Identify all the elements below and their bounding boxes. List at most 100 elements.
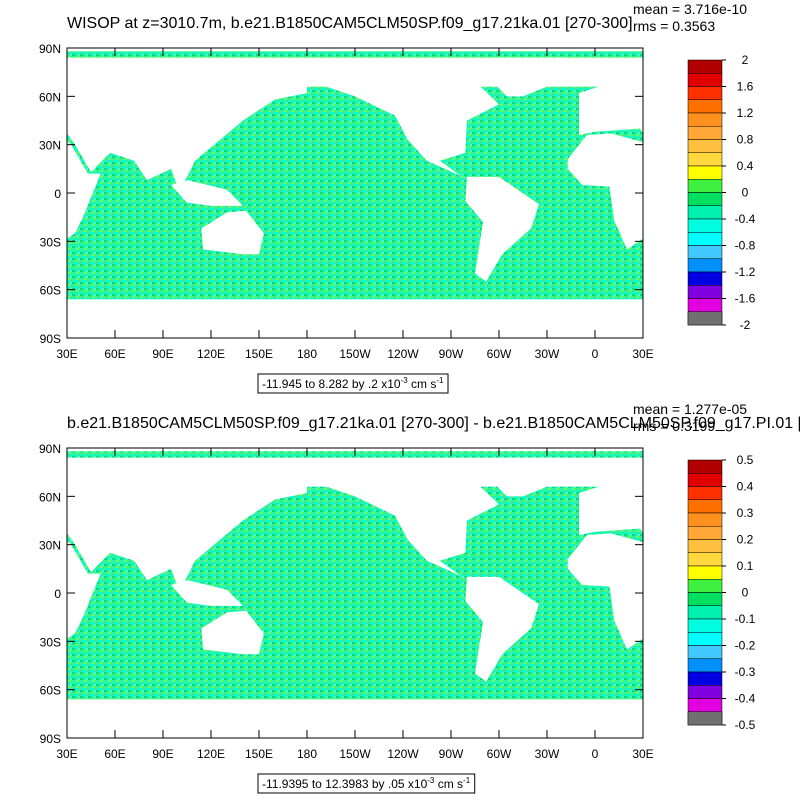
lon-tick-label: 30W: [535, 347, 560, 361]
land: [567, 533, 643, 650]
colorbar-box: [687, 645, 723, 659]
colorbar-box: [687, 179, 723, 193]
colorbar-label: 0.5: [737, 453, 754, 467]
colorbar-box: [687, 512, 723, 527]
land: [326, 73, 499, 181]
colorbar-box: [687, 218, 723, 233]
mean-label: mean = 1.277e-05: [633, 401, 747, 417]
colorbar-label: -1.2: [735, 265, 756, 279]
map-title: WISOP at z=3010.7m, b.e21.B1850CAM5CLM50…: [67, 15, 633, 32]
colorbar-box: [687, 285, 723, 299]
lat-tick-label: 0: [54, 187, 61, 201]
colorbar-label: 0.2: [737, 533, 754, 547]
info-part: -11.945 to 8.282 by .2 x10: [262, 377, 401, 391]
colorbar-label: -0.2: [735, 639, 756, 653]
colorbar-box: [687, 311, 723, 326]
colorbar-label: -1.6: [735, 292, 756, 306]
info-label: -11.945 to 8.282 by .2 x10-3 cm s-1: [262, 376, 444, 391]
lon-tick-label: 60W: [487, 347, 512, 361]
colorbar-label: -0.3: [735, 665, 756, 679]
lon-tick-label: 150E: [245, 747, 273, 761]
colorbar-label: -0.4: [735, 692, 756, 706]
land: [777, 211, 800, 255]
land: [479, 57, 563, 97]
colorbar-box: [687, 112, 723, 127]
info-box: [257, 373, 449, 394]
colorbar-box: [687, 605, 723, 620]
colorbar-box: [687, 658, 723, 673]
lat-tick-label: 90N: [39, 42, 61, 56]
land: [579, 72, 643, 135]
colorbar-label: 0.3: [737, 506, 754, 520]
map-panel: b.e21.B1850CAM5CLM50SP.f09_g17.21ka.01 […: [39, 401, 800, 794]
lon-tick-label: 0: [592, 747, 599, 761]
colorbar-box: [687, 152, 723, 167]
lon-tick-label: 30E: [56, 347, 77, 361]
lon-tick-label: 90W: [439, 347, 464, 361]
land: [479, 457, 563, 497]
colorbar-label: 0.4: [737, 480, 754, 494]
colorbar-box: [687, 565, 723, 580]
land: [171, 580, 243, 606]
colorbar-box: [687, 232, 723, 246]
colorbar-box: [687, 298, 723, 312]
land: [67, 142, 101, 239]
lon-tick-label: 120W: [387, 747, 419, 761]
lon-tick-label: 60E: [104, 347, 125, 361]
colorbar-box: [687, 526, 723, 540]
mean-label: mean = 3.716e-10: [633, 1, 747, 17]
lat-tick-label: 60S: [40, 284, 61, 298]
lon-tick-label: 90W: [439, 747, 464, 761]
colorbar-label: 0: [742, 186, 749, 200]
map-field: [67, 51, 800, 338]
lon-tick-label: 180: [297, 747, 317, 761]
colorbar-box: [687, 552, 723, 567]
land: [777, 611, 800, 655]
land: [465, 576, 539, 682]
lat-tick-label: 30N: [39, 539, 61, 553]
colorbar-box: [687, 245, 723, 259]
rms-label: rms = 0.3563: [633, 18, 715, 34]
info-part: cm s: [434, 777, 463, 791]
lon-tick-label: 30E: [632, 747, 653, 761]
colorbar-box: [687, 539, 723, 553]
lat-tick-label: 60N: [39, 490, 61, 504]
lon-tick-label: 30E: [632, 347, 653, 361]
colorbar-label: 1.6: [737, 80, 754, 94]
colorbar-label: 0: [742, 586, 749, 600]
lon-tick-label: 90E: [152, 347, 173, 361]
colorbar-box: [687, 499, 723, 514]
info-part: -1: [463, 776, 471, 785]
lon-tick-label: 90E: [152, 747, 173, 761]
colorbar-box: [687, 579, 723, 593]
lat-tick-label: 90S: [40, 332, 61, 346]
land: [326, 473, 499, 581]
colorbar-box: [687, 486, 723, 500]
lat-tick-label: 90N: [39, 442, 61, 456]
colorbar-box: [687, 165, 723, 180]
colorbar-label: -2: [740, 318, 751, 332]
land: [465, 176, 539, 282]
colorbar-box: [687, 86, 723, 100]
land: [201, 210, 264, 255]
info-part: -3: [401, 376, 409, 385]
colorbar-box: [687, 618, 723, 633]
lon-tick-label: 120W: [387, 347, 419, 361]
colorbar-label: -0.4: [735, 212, 756, 226]
land: [579, 472, 643, 535]
lon-tick-label: 30W: [535, 747, 560, 761]
land: [201, 610, 264, 655]
lon-tick-label: 0: [592, 347, 599, 361]
info-part: -1: [436, 376, 444, 385]
land: [67, 542, 101, 639]
land: [171, 180, 243, 206]
colorbar-box: [687, 632, 723, 646]
colorbar-box: [687, 459, 723, 474]
lat-tick-label: 60N: [39, 90, 61, 104]
lon-tick-label: 120E: [197, 347, 225, 361]
colorbar-box: [687, 59, 723, 74]
map-field: [67, 451, 800, 738]
colorbar-box: [687, 139, 723, 153]
colorbar-label: -0.5: [735, 718, 756, 732]
